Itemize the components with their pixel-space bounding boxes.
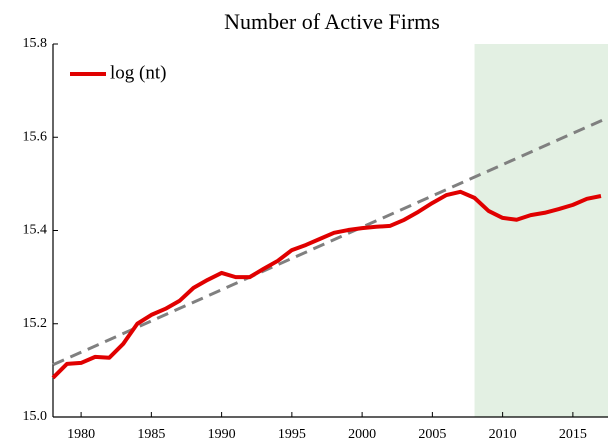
x-tick-label: 1995 [278, 427, 306, 442]
x-tick-label: 2010 [489, 427, 517, 442]
x-tick-label: 1985 [137, 427, 165, 442]
chart-title: Number of Active Firms [224, 9, 440, 34]
y-tick-label: 15.0 [23, 409, 48, 424]
x-tick-label: 1990 [208, 427, 236, 442]
x-tick-label: 1980 [67, 427, 95, 442]
legend-label: log (nt) [110, 62, 166, 83]
data-line [51, 189, 602, 380]
shaded-region [474, 44, 608, 417]
x-tick-label: 2000 [348, 427, 376, 442]
y-tick-label: 15.6 [23, 129, 48, 144]
x-tick-label: 2015 [559, 427, 587, 442]
trend-line [52, 116, 608, 367]
y-tick-label: 15.8 [23, 36, 48, 51]
x-tick-label: 2005 [418, 427, 446, 442]
y-tick-label: 15.2 [23, 316, 48, 331]
y-tick-label: 15.4 [23, 223, 48, 238]
